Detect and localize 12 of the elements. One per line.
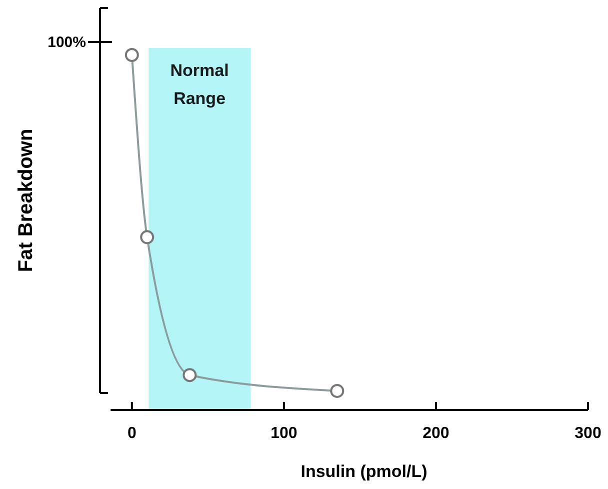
text: 100% [48, 34, 86, 51]
x-tick-label: 300 [574, 425, 602, 442]
point [140, 230, 154, 244]
y-axis-title: Fat Breakdown [15, 128, 37, 272]
x-axis-title: Insulin (pmol/L) [300, 462, 428, 481]
band-label: Normal Range [170, 61, 229, 108]
x-tick-label: 200 [422, 425, 450, 442]
point [124, 48, 139, 62]
x-tick-label: 0 [127, 425, 136, 442]
point [330, 384, 344, 398]
x-tick-label: 100 [270, 425, 298, 442]
point [182, 368, 197, 382]
